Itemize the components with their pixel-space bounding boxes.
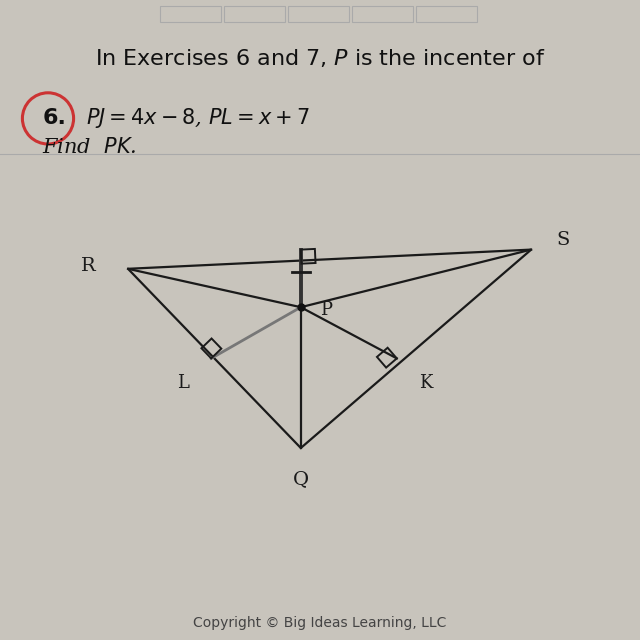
Text: K: K (419, 374, 433, 392)
Bar (160, 6, 221, 22)
Text: S: S (557, 231, 570, 249)
Text: $PJ = 4x - 8$, $PL = x + 7$: $PJ = 4x - 8$, $PL = x + 7$ (86, 106, 310, 131)
Text: Find  $PK$.: Find $PK$. (42, 137, 136, 157)
Text: 6.: 6. (42, 108, 67, 129)
Bar (352, 6, 413, 22)
Text: L: L (177, 374, 189, 392)
Bar (224, 6, 285, 22)
Text: R: R (81, 257, 96, 275)
Bar (416, 6, 477, 22)
Text: Copyright © Big Ideas Learning, LLC: Copyright © Big Ideas Learning, LLC (193, 616, 447, 630)
Text: Q: Q (292, 470, 309, 488)
Text: P: P (320, 301, 332, 319)
Bar (288, 6, 349, 22)
Text: In Exercises 6 and 7, $P$ is the incenter of: In Exercises 6 and 7, $P$ is the incente… (95, 47, 545, 68)
